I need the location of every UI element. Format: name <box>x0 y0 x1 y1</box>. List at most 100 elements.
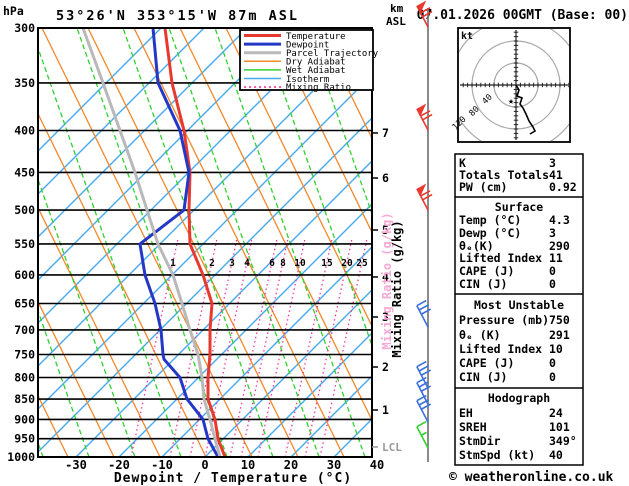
mixing-ratio-axis-title: Mixing Ratio (g/kg) <box>390 220 404 357</box>
sounding-curves <box>81 28 227 457</box>
table-row-label: StmDir <box>459 434 501 448</box>
mixing-ratio-tick-labels: 1 2 3 4 6 8 10 15 20 25 <box>170 258 368 269</box>
table-section-header: Surface <box>495 200 544 214</box>
table-row-value: 0 <box>549 277 556 291</box>
table-row-value: 10 <box>549 342 563 356</box>
svg-text:6: 6 <box>382 171 389 185</box>
svg-text:1: 1 <box>170 258 176 269</box>
svg-text:5: 5 <box>382 223 389 237</box>
svg-text:25: 25 <box>356 258 368 269</box>
plot-frame <box>37 27 373 458</box>
km-axis-label: km <box>390 2 404 15</box>
legend-item-dry-adiabat: Dry Adiabat <box>286 58 346 68</box>
svg-text:850: 850 <box>14 392 35 406</box>
legend-item-parcel: Parcel Trajectory <box>286 49 379 59</box>
svg-text:10: 10 <box>241 458 255 472</box>
table-row-value: 750 <box>549 313 570 327</box>
svg-text:800: 800 <box>14 370 35 384</box>
svg-text:-30: -30 <box>65 458 87 472</box>
svg-text:400: 400 <box>14 124 35 138</box>
table-row-label: CIN (J) <box>459 277 507 291</box>
legend-box <box>239 29 374 91</box>
legend-item-dewpoint: Dewpoint <box>286 40 329 50</box>
table-row-label: Lifted Index <box>459 342 542 356</box>
table-row-label: CAPE (J) <box>459 264 514 278</box>
hodograph-unit-label: kt <box>461 31 473 42</box>
svg-text:1: 1 <box>382 403 389 417</box>
svg-text:★: ★ <box>508 96 514 107</box>
svg-text:0: 0 <box>201 458 208 472</box>
svg-text:3: 3 <box>229 258 235 269</box>
svg-text:40: 40 <box>370 458 384 472</box>
legend-swatches <box>244 34 281 88</box>
svg-text:6: 6 <box>269 258 275 269</box>
lcl-label: LCL <box>382 441 402 454</box>
svg-text:1000: 1000 <box>7 450 35 464</box>
table-row-value: 40 <box>549 448 563 462</box>
table-row-value: 4.3 <box>549 213 570 227</box>
svg-text:600: 600 <box>14 268 35 282</box>
svg-text:30: 30 <box>327 458 341 472</box>
legend-item-wet-adiabat: Wet Adiabat <box>286 66 346 76</box>
temperature-tick-labels: -30 -20 -10 0 10 20 30 40 <box>65 458 384 472</box>
table-row-value: 291 <box>549 328 570 342</box>
table-row-label: Totals Totals <box>459 168 549 182</box>
table-row-label: CAPE (J) <box>459 356 514 370</box>
table-row-label: StmSpd (kt) <box>459 448 535 462</box>
legend: Temperature Dewpoint Parcel Trajectory D… <box>239 29 379 93</box>
pressure-unit-label: hPa <box>3 4 24 18</box>
svg-text:4: 4 <box>382 270 389 284</box>
table-row-value: 290 <box>549 239 570 253</box>
credit-label: © weatheronline.co.uk <box>449 470 614 485</box>
svg-text:7: 7 <box>382 126 389 140</box>
svg-text:-20: -20 <box>108 458 130 472</box>
legend-item-isotherm: Isotherm <box>286 75 329 85</box>
station-title: 53°26'N 353°15'W 87m ASL <box>56 8 299 24</box>
table-row-label: SREH <box>459 420 487 434</box>
table-row-label: θₑ (K) <box>459 328 501 342</box>
table-row-value: 3 <box>549 156 556 170</box>
svg-text:20: 20 <box>341 258 353 269</box>
svg-text:10: 10 <box>294 258 306 269</box>
table-row-label: Pressure (mb) <box>459 313 549 327</box>
svg-text:-10: -10 <box>151 458 173 472</box>
asl-axis-label: ASL <box>386 15 406 28</box>
table-row-label: Dewp (°C) <box>459 226 521 240</box>
background-gridlines <box>38 28 372 457</box>
svg-text:2: 2 <box>382 360 389 374</box>
table-section-header: Hodograph <box>488 391 550 405</box>
svg-text:15: 15 <box>321 258 333 269</box>
table-row-value: 0 <box>549 356 556 370</box>
svg-text:300: 300 <box>14 21 35 35</box>
svg-text:650: 650 <box>14 297 35 311</box>
table-row-label: EH <box>459 406 473 420</box>
svg-text:500: 500 <box>14 203 35 217</box>
table-row-value: 3 <box>549 226 556 240</box>
table-row-value: 0.92 <box>549 180 577 194</box>
table-row-value: 0 <box>549 264 556 278</box>
run-date-label: 07.01.2026 00GMT (Base: 00) <box>417 8 628 23</box>
svg-text:2: 2 <box>209 258 215 269</box>
svg-text:4: 4 <box>244 258 250 269</box>
svg-text:750: 750 <box>14 347 35 361</box>
wind-barbs <box>416 0 433 449</box>
svg-text:350: 350 <box>14 76 35 90</box>
svg-text:950: 950 <box>14 432 35 446</box>
table-row-label: PW (cm) <box>459 180 507 194</box>
table-section-header: Most Unstable <box>474 298 564 312</box>
legend-item-temperature: Temperature <box>286 32 346 42</box>
svg-text:3: 3 <box>382 310 389 324</box>
table-row-value: 101 <box>549 420 570 434</box>
svg-text:900: 900 <box>14 412 35 426</box>
svg-text:550: 550 <box>14 237 35 251</box>
table-row-value: 41 <box>549 168 563 182</box>
legend-item-mixing-ratio: Mixing Ratio <box>286 83 351 93</box>
table-row-value: 11 <box>549 251 563 265</box>
x-axis-title: Dewpoint / Temperature (°C) <box>114 471 352 486</box>
pressure-tick-labels: 300 350 400 450 500 550 600 650 700 750 800 850 900 9… <box>7 21 35 464</box>
table-row-label: θₑ(K) <box>459 239 494 253</box>
